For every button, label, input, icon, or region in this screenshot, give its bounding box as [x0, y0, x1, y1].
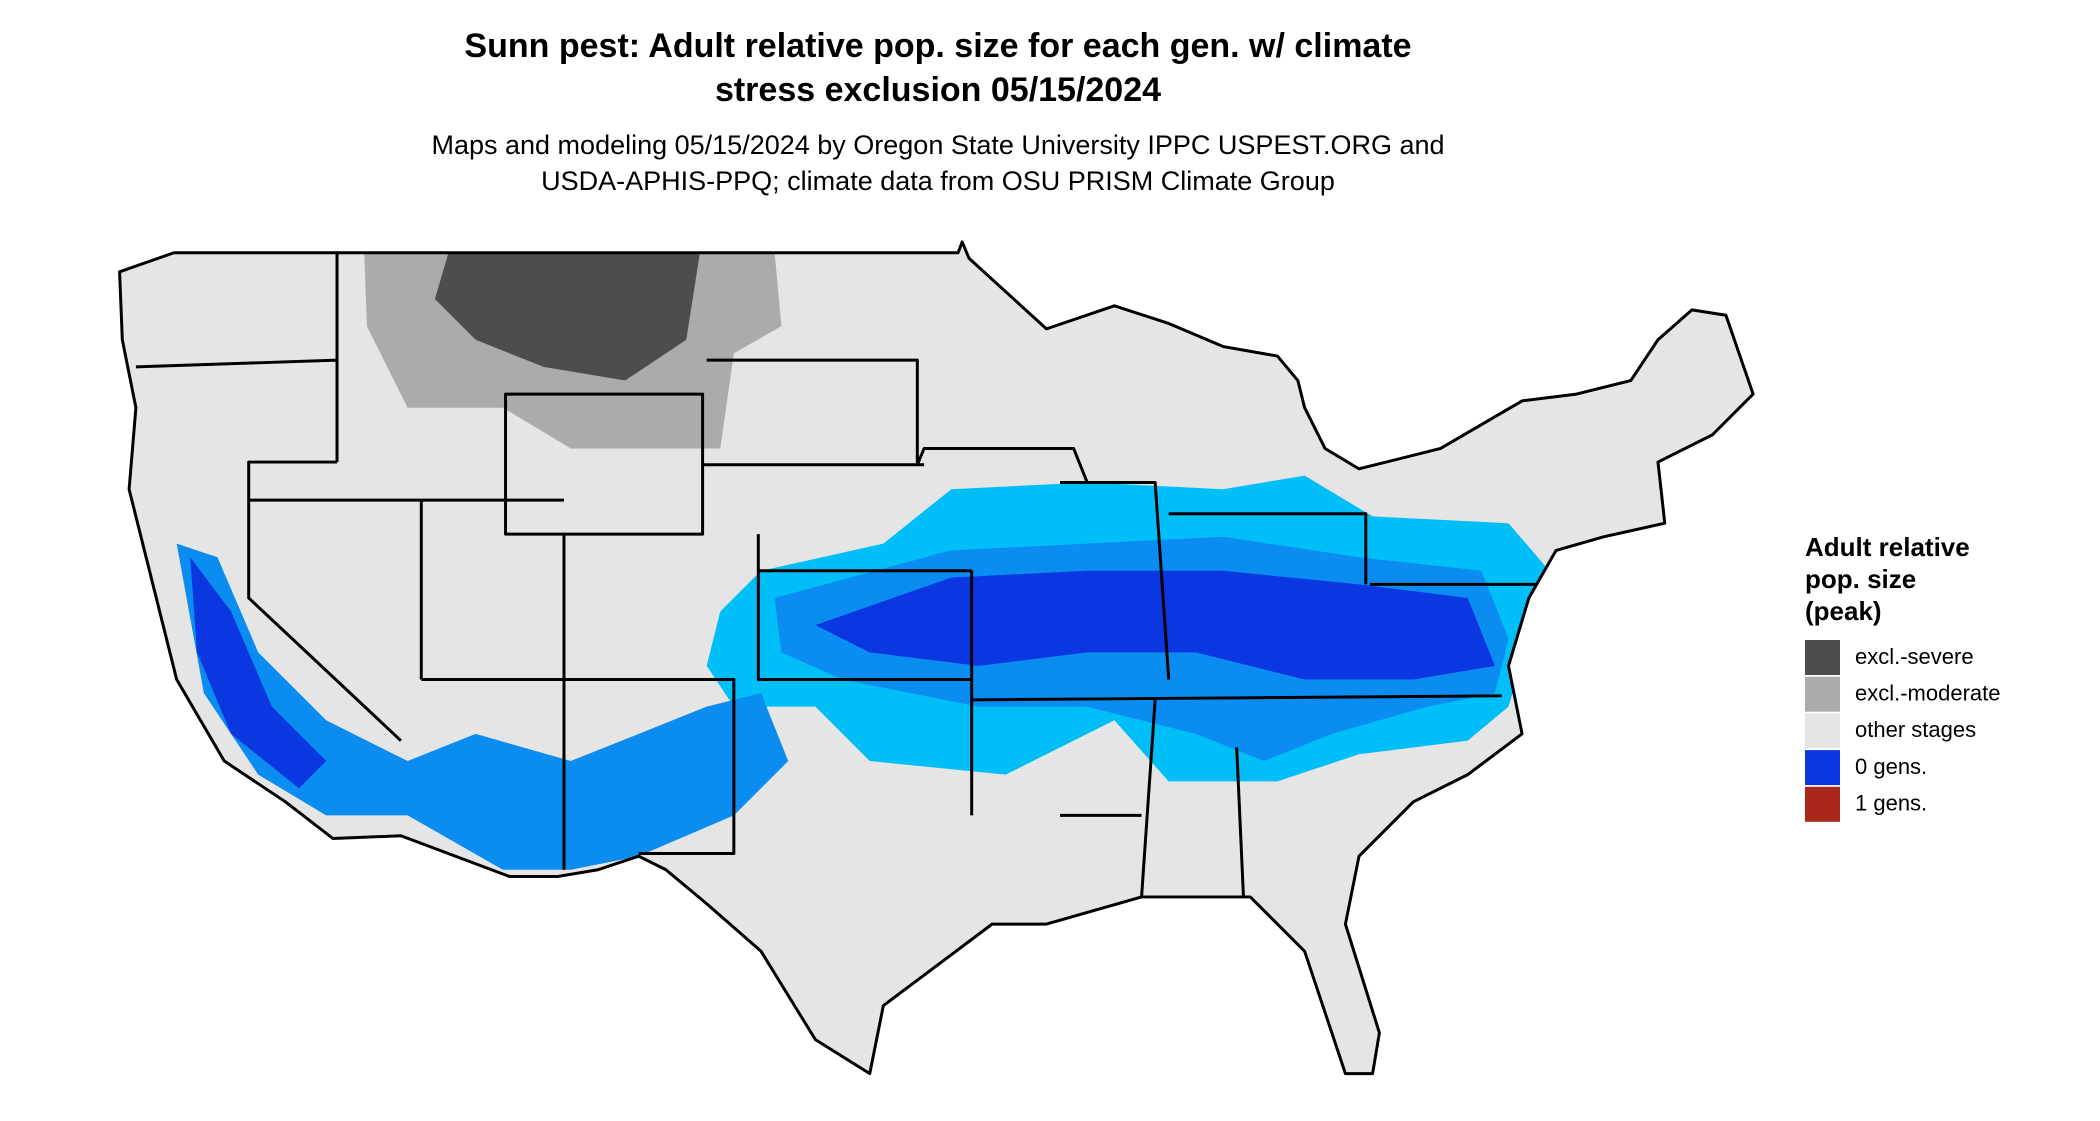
zone-dark	[815, 570, 1495, 680]
zone-southwest	[176, 543, 789, 870]
legend-label: excl.-moderate	[1855, 681, 2001, 706]
title-line: stress exclusion 05/15/2024	[715, 71, 1161, 109]
legend: Adult relative pop. size (peak) excl.-se…	[1805, 532, 2001, 822]
subtitle-line: Maps and modeling 05/15/2024 by Oregon S…	[431, 130, 1444, 160]
legend-title: (peak)	[1805, 596, 1882, 626]
legend-swatch	[1805, 750, 1840, 786]
legend-title: Adult relative	[1805, 532, 1970, 562]
subtitle-line: USDA-APHIS-PPQ; climate data from OSU PR…	[541, 166, 1335, 196]
legend-label: 1 gens.	[1855, 791, 1927, 816]
legend-label: other stages	[1855, 717, 1976, 742]
legend-label: 0 gens.	[1855, 754, 1927, 779]
legend-swatch	[1805, 676, 1840, 712]
legend-swatch	[1805, 786, 1840, 822]
legend-label: excl.-severe	[1855, 644, 1974, 669]
legend-swatch	[1805, 713, 1840, 749]
legend-title: pop. size	[1805, 564, 1916, 594]
us-map	[118, 240, 1755, 1076]
title-line: Sunn pest: Adult relative pop. size for …	[464, 27, 1411, 65]
legend-swatch	[1805, 640, 1840, 675]
state-borders	[135, 252, 1536, 898]
zone-southwest-dark	[190, 557, 327, 789]
zone-severe	[434, 252, 700, 381]
